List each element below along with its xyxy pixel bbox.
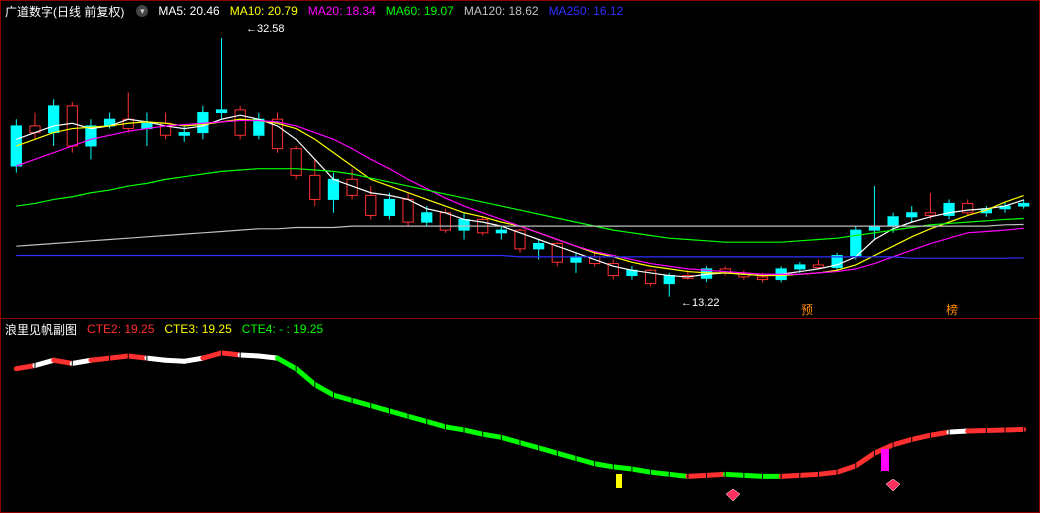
sub-chart-svg bbox=[1, 319, 1039, 512]
sub-indicator-panel[interactable]: 浪里见帆副图 CTE2: 19.25 CTE3: 19.25 CTE4: - :… bbox=[1, 319, 1039, 512]
ma120-label: MA120: 18.62 bbox=[464, 4, 539, 18]
yellow-signal-bar bbox=[616, 474, 622, 488]
ma250-label: MA250: 16.12 bbox=[549, 4, 624, 18]
main-header: 广道数字(日线 前复权) ▾ MA5: 20.46 MA10: 20.79 MA… bbox=[5, 3, 623, 19]
ma60-label: MA60: 19.07 bbox=[386, 4, 454, 18]
low-annotation: ←13.22 bbox=[681, 297, 720, 309]
diamond-marker-1 bbox=[726, 489, 740, 501]
marker-yu: 预 bbox=[801, 301, 813, 318]
sub-title: 浪里见帆副图 bbox=[5, 321, 77, 338]
cte4-label: CTE4: - : 19.25 bbox=[242, 322, 323, 336]
main-candlestick-panel[interactable]: 广道数字(日线 前复权) ▾ MA5: 20.46 MA10: 20.79 MA… bbox=[1, 1, 1039, 319]
main-chart-svg bbox=[1, 1, 1039, 319]
diamond-marker-2 bbox=[886, 479, 900, 491]
marker-bang: 榜 bbox=[946, 301, 958, 318]
chevron-down-icon[interactable]: ▾ bbox=[136, 5, 148, 17]
high-annotation: ←32.58 bbox=[246, 23, 285, 35]
ma5-label: MA5: 20.46 bbox=[158, 4, 219, 18]
ma10-label: MA10: 20.79 bbox=[230, 4, 298, 18]
magenta-signal-bar bbox=[881, 449, 889, 471]
ma20-label: MA20: 18.34 bbox=[308, 4, 376, 18]
cte2-label: CTE2: 19.25 bbox=[87, 322, 154, 336]
chart-container: 广道数字(日线 前复权) ▾ MA5: 20.46 MA10: 20.79 MA… bbox=[0, 0, 1040, 513]
cte3-label: CTE3: 19.25 bbox=[164, 322, 231, 336]
sub-header: 浪里见帆副图 CTE2: 19.25 CTE3: 19.25 CTE4: - :… bbox=[5, 321, 323, 337]
stock-title: 广道数字(日线 前复权) bbox=[5, 3, 124, 20]
